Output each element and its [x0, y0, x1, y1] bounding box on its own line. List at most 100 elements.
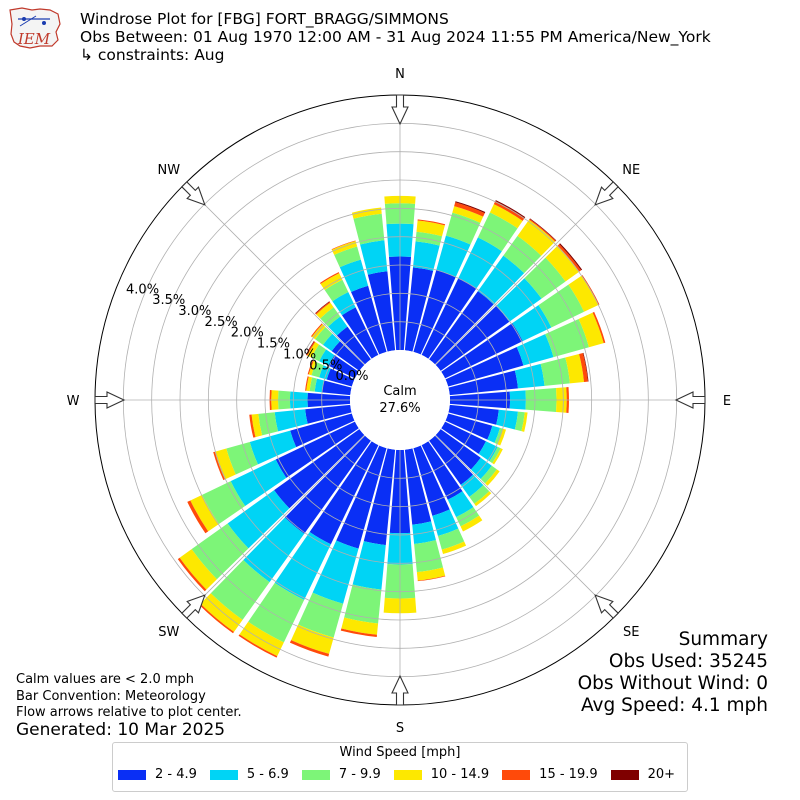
windrose-bar-segment	[480, 465, 497, 484]
windrose-bar-segment	[421, 441, 463, 500]
windrose-bar-segment	[445, 212, 481, 245]
windrose-bar-segment	[435, 429, 481, 470]
windrose-bar-segment	[514, 363, 545, 389]
windrose-bar-segment	[190, 494, 219, 532]
windrose-bar-segment	[582, 352, 589, 382]
radial-tick-label: 3.5%	[152, 293, 185, 308]
windrose-bar-segment	[474, 491, 492, 507]
windrose-bar-segment	[460, 474, 484, 497]
compass-label: S	[396, 721, 404, 736]
radial-tick-label: 2.0%	[231, 326, 264, 341]
windrose-bar-segment	[578, 312, 604, 348]
windrose-bar-segment	[516, 334, 554, 366]
compass-label: W	[67, 394, 80, 409]
windrose-bar-segment	[363, 448, 396, 546]
windrose-bar-segment	[429, 291, 494, 365]
windrose-bar-segment	[565, 354, 584, 384]
windrose-bar-segment	[331, 341, 365, 371]
flow-arrow	[94, 391, 126, 409]
windrose-bar-segment	[336, 326, 371, 365]
windrose-bar-segment	[324, 279, 349, 302]
windrose-bar-segment	[441, 421, 486, 454]
windrose-bar-segment	[477, 255, 525, 305]
flow-arrow	[181, 594, 206, 619]
radial-tick-label: 1.0%	[283, 347, 316, 362]
calm-value: 27.6%	[379, 401, 420, 416]
obs-between: Obs Between: 01 Aug 1970 12:00 AM - 31 A…	[80, 28, 711, 46]
windrose-bar-segment	[492, 448, 503, 465]
grid-spoke	[435, 184, 616, 365]
windrose-bar-segment	[521, 412, 528, 432]
windrose-bar-segment	[239, 621, 284, 657]
windrose-bar-segment	[274, 409, 308, 432]
windrose-bar-segment	[351, 285, 387, 355]
windrose-bar-segment	[404, 267, 434, 352]
flow-arrow	[674, 391, 706, 409]
legend-label: 15 - 19.9	[539, 767, 598, 782]
windrose-bar-segment	[308, 360, 317, 376]
windrose-bar-segment	[179, 549, 217, 590]
windrose-bar-segment	[230, 459, 287, 507]
windrose-bar-segment	[315, 326, 333, 345]
windrose-bar-segment	[496, 409, 519, 430]
windrose-bar-segment	[568, 275, 599, 312]
windrose-bar-segment	[332, 292, 356, 316]
calm-note: Calm values are < 2.0 mph	[16, 672, 195, 687]
windrose-bar-segment	[448, 370, 519, 396]
windrose-bar-segment	[413, 241, 440, 271]
windrose-bar-segment	[414, 540, 444, 573]
flow-arrow	[391, 674, 409, 706]
windrose-bar-segment	[307, 341, 320, 358]
windrose-bar-segment	[316, 302, 334, 319]
windrose-bar-segment	[306, 376, 313, 392]
windrose-bar-segment	[416, 220, 445, 237]
windrose-bar-segment	[429, 435, 474, 485]
windrose-bar-segment	[455, 201, 486, 214]
legend-item: 10 - 14.9	[393, 767, 490, 782]
windrose-bar-segment	[445, 413, 493, 440]
legend-item: 15 - 19.9	[502, 767, 598, 782]
windrose-bar-segment	[559, 243, 583, 271]
legend-label: 10 - 14.9	[430, 767, 490, 782]
windrose-bar-segment	[275, 421, 359, 478]
legend-item: 7 - 9.9	[301, 767, 381, 782]
windrose-bar-segment	[417, 219, 446, 226]
windrose-bar-segment	[437, 528, 465, 550]
windrose-bar-segment	[200, 593, 243, 632]
obs-used: Obs Used: 35245	[608, 651, 768, 672]
windrose-bar-segment	[497, 428, 507, 446]
legend-item: 2 - 4.9	[118, 767, 197, 782]
windrose-bar-segment	[514, 411, 525, 432]
windrose-bar-segment	[298, 592, 344, 638]
compass-label: SW	[158, 625, 179, 640]
windrose-bar-segment	[447, 491, 474, 518]
windrose-bar-segment	[202, 481, 246, 524]
windrose-bar-segment	[289, 640, 330, 657]
windrose-bar-segment	[435, 305, 510, 371]
legend-item: 5 - 6.9	[209, 767, 289, 782]
windrose-bar-segment	[305, 341, 315, 356]
windrose-bar-segment	[187, 500, 209, 534]
windrose-bar-segment	[340, 628, 377, 637]
grid-spoke	[184, 435, 365, 616]
windrose-bar-segment	[191, 523, 249, 580]
windrose-bar-segment	[478, 441, 498, 462]
legend-swatch	[118, 769, 146, 780]
windrose-bar-segment	[489, 204, 523, 229]
logo-text: IEM	[17, 30, 51, 48]
flow-arrow	[391, 94, 409, 126]
windrose-bar-segment	[320, 273, 343, 291]
legend-swatch	[610, 769, 639, 780]
windrose-bar-segment	[243, 517, 305, 583]
windrose-bar-segment	[320, 307, 341, 327]
windrose-bar-segment	[309, 377, 317, 392]
windrose-bar-segment	[441, 323, 523, 379]
windrose-bar-segment	[557, 244, 582, 272]
windrose-bar-segment	[319, 349, 335, 366]
windrose-bar-segment	[545, 245, 580, 282]
windrose-bar-segment	[487, 425, 501, 443]
grid-spoke	[435, 435, 616, 616]
flow-arrow	[594, 594, 619, 619]
windrose-bar-segment	[529, 218, 556, 242]
